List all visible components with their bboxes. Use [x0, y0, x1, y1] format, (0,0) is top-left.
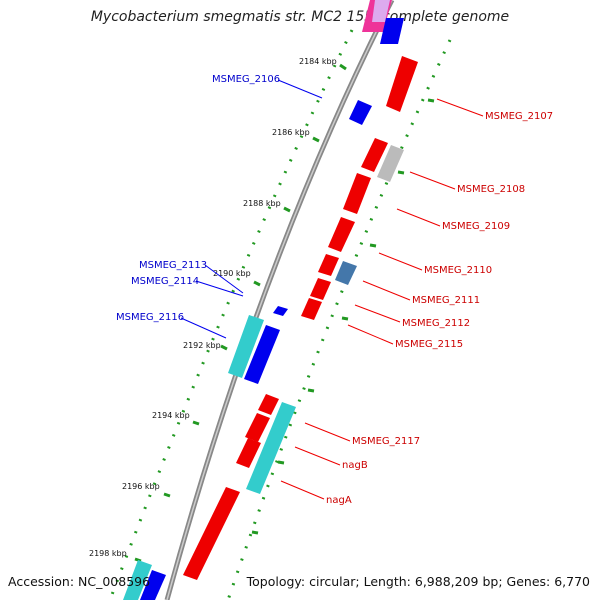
- gene-label[interactable]: MSMEG_2111: [412, 295, 480, 306]
- accession-text: Accession: NC_008596: [8, 574, 151, 589]
- tick-label: 2188 kbp: [243, 199, 281, 208]
- gene-MSMEG_2113[interactable]: [273, 306, 288, 316]
- tick-label: 2184 kbp: [299, 57, 337, 66]
- gene-MSMEG_2107[interactable]: [386, 56, 418, 112]
- gene-MSMEG_2111-red[interactable]: [318, 254, 339, 276]
- gene-top-lavender[interactable]: [372, 0, 390, 22]
- gene-MSMEG_2116[interactable]: [228, 315, 264, 378]
- gene-MSMEG_2116-blue[interactable]: [244, 325, 280, 384]
- gene-MSMEG_2117[interactable]: [258, 394, 279, 415]
- gene-MSMEG_2106[interactable]: [349, 100, 372, 125]
- gene-MSMEG_2117b[interactable]: [245, 413, 270, 442]
- tick-label: 2194 kbp: [152, 411, 190, 420]
- gene-MSMEG_2109[interactable]: [343, 173, 371, 214]
- gene-label[interactable]: MSMEG_2112: [402, 318, 470, 329]
- gene-MSMEG_2110[interactable]: [328, 217, 355, 252]
- outer-tick-marks: [251, 98, 435, 535]
- gene-nagA[interactable]: [183, 487, 240, 580]
- gene-label[interactable]: MSMEG_2113: [139, 260, 207, 271]
- gene-label[interactable]: MSMEG_2106: [212, 74, 280, 85]
- gene-MSMEG_2111[interactable]: [335, 261, 357, 285]
- gene-label[interactable]: MSMEG_2110: [424, 265, 492, 276]
- gene-MSMEG_2112[interactable]: [310, 278, 331, 300]
- gene-label[interactable]: MSMEG_2109: [442, 221, 510, 232]
- tick-label: 2186 kbp: [272, 128, 310, 137]
- gene-bottom-cyan[interactable]: [123, 560, 152, 600]
- gene-MSMEG_2117-cyan[interactable]: [246, 402, 296, 494]
- gene-MSMEG_2108[interactable]: [361, 138, 388, 172]
- label-leader-lines: [180, 79, 484, 500]
- tick-label: 2190 kbp: [213, 269, 251, 278]
- gene-label[interactable]: MSMEG_2114: [131, 276, 199, 287]
- gene-label[interactable]: MSMEG_2115: [395, 339, 463, 350]
- inner-track-dots: [108, 29, 354, 600]
- gene-nagB[interactable]: [236, 438, 261, 468]
- reverse-genes: [140, 100, 372, 600]
- gene-top-blue[interactable]: [380, 18, 404, 44]
- gene-MSMEG_2108-grey[interactable]: [377, 145, 404, 182]
- map-title: Mycobacterium smegmatis str. MC2 155, co…: [90, 9, 510, 25]
- gene-bottom-blue[interactable]: [140, 570, 166, 600]
- forward-genes: [183, 56, 418, 580]
- tick-label: 2198 kbp: [89, 549, 127, 558]
- gene-label[interactable]: MSMEG_2117: [352, 436, 420, 447]
- gene-label[interactable]: MSMEG_2107: [485, 111, 553, 122]
- gene-label[interactable]: MSMEG_2108: [457, 184, 525, 195]
- inner-tick-marks: [134, 63, 347, 563]
- gene-MSMEG_2115[interactable]: [301, 298, 322, 320]
- gene-label[interactable]: nagA: [326, 495, 352, 506]
- tick-label: 2196 kbp: [122, 482, 160, 491]
- genome-summary-text: Topology: circular; Length: 6,988,209 bp…: [246, 574, 590, 589]
- gene-label[interactable]: nagB: [342, 460, 368, 471]
- genome-backbone: [164, 0, 395, 600]
- tick-label: 2192 kbp: [183, 341, 221, 350]
- gene-label[interactable]: MSMEG_2116: [116, 312, 184, 323]
